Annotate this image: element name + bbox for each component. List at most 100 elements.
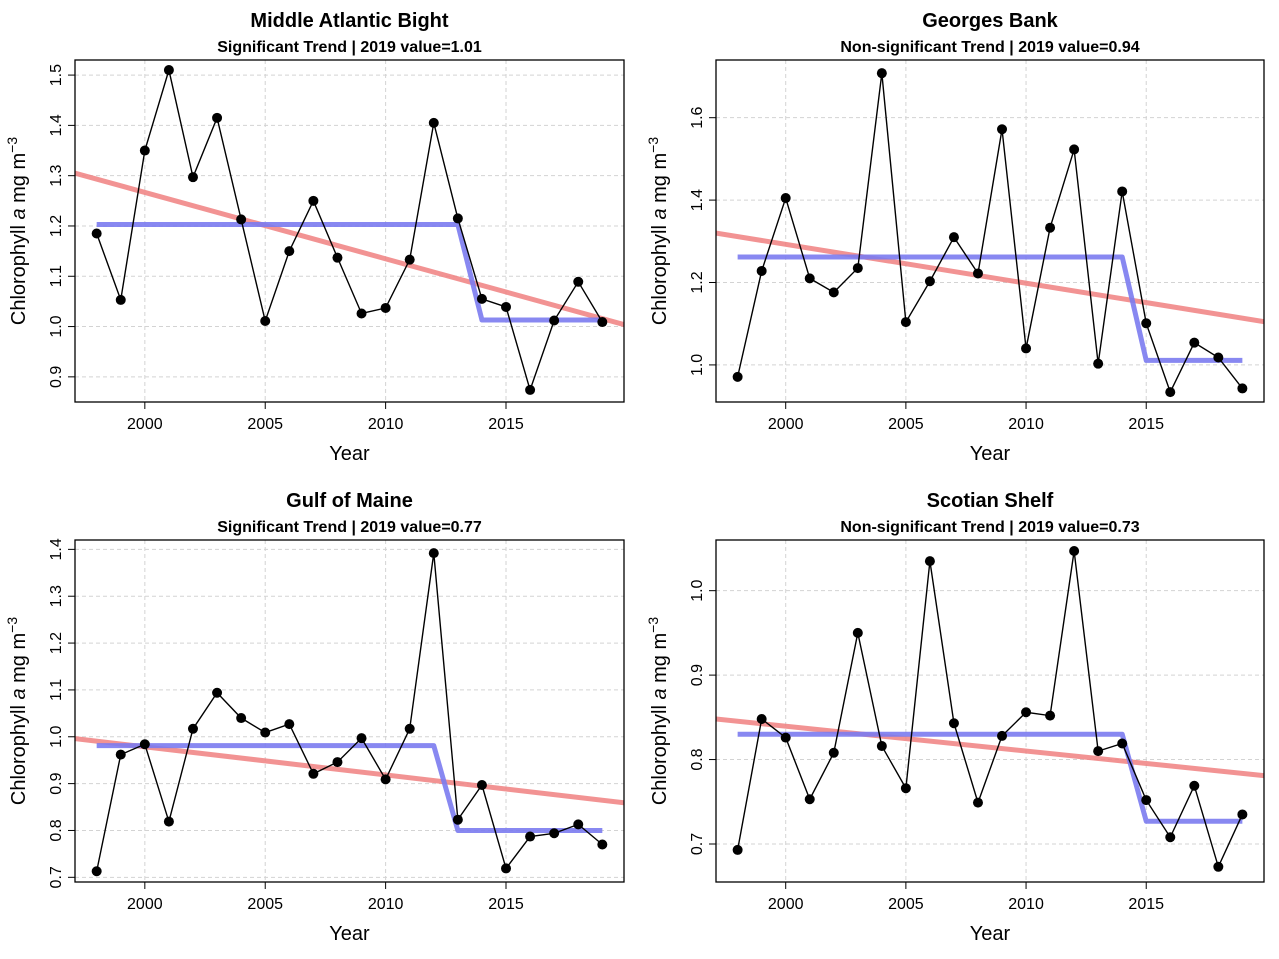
- y-tick-label: 1.5: [48, 64, 65, 86]
- data-point: [404, 254, 415, 265]
- x-tick-label: 2005: [247, 416, 283, 433]
- data-point: [187, 723, 198, 734]
- data-point: [1237, 383, 1248, 394]
- chart-subtitle: Significant Trend | 2019 value=1.01: [217, 39, 482, 56]
- plot-frame: [715, 59, 1265, 403]
- x-tick-label: 2015: [1128, 416, 1164, 433]
- data-point: [1021, 343, 1032, 354]
- data-point: [852, 263, 863, 274]
- data-point: [549, 315, 560, 326]
- data-point: [1045, 710, 1056, 721]
- data-point: [732, 844, 743, 855]
- data-point: [1045, 222, 1056, 233]
- mean-shift-line: [96, 743, 603, 833]
- data-point: [1237, 809, 1248, 820]
- x-tick-label: 2005: [888, 896, 924, 913]
- x-tick-label: 2010: [368, 896, 404, 913]
- data-point: [1165, 387, 1176, 398]
- data-point: [115, 294, 126, 305]
- data-point: [1213, 861, 1224, 872]
- grid-lines: [716, 540, 1264, 882]
- y-tick-label: 1.1: [48, 679, 65, 701]
- data-point: [1117, 738, 1128, 749]
- data-point: [428, 548, 439, 559]
- data-point: [284, 246, 295, 257]
- data-point: [597, 317, 608, 328]
- data-point: [452, 213, 463, 224]
- data-point: [308, 768, 319, 779]
- data-point: [597, 839, 608, 850]
- data-point: [549, 828, 560, 839]
- y-tick-label: 1.2: [689, 271, 706, 293]
- data-point: [476, 780, 487, 791]
- x-tick-label: 2010: [368, 416, 404, 433]
- data-point: [1141, 318, 1152, 329]
- data-point: [756, 265, 767, 276]
- data-point: [948, 232, 959, 243]
- data-point: [139, 145, 150, 156]
- x-axis-label: Year: [329, 443, 370, 465]
- data-point: [1117, 186, 1128, 197]
- grid-lines: [75, 60, 624, 402]
- y-tick-label: 1.0: [48, 726, 65, 748]
- y-tick-label: 1.4: [48, 114, 65, 136]
- data-point: [284, 719, 295, 730]
- x-tick-label: 2015: [488, 896, 524, 913]
- data-point: [163, 65, 174, 76]
- x-axis-label: Year: [970, 923, 1011, 945]
- data-point: [780, 193, 791, 204]
- data-point: [924, 276, 935, 287]
- y-tick-label: 0.9: [48, 366, 65, 388]
- data-point: [948, 718, 959, 729]
- data-point: [476, 293, 487, 304]
- data-point: [1093, 358, 1104, 369]
- x-tick-label: 2015: [1128, 896, 1164, 913]
- data-point: [573, 276, 584, 287]
- x-axis-label: Year: [970, 443, 1011, 465]
- data-point: [997, 124, 1008, 135]
- data-point: [501, 863, 512, 874]
- data-point: [876, 741, 887, 752]
- data-point: [997, 730, 1008, 741]
- data-point: [828, 287, 839, 298]
- data-point: [972, 268, 983, 279]
- data-point: [212, 687, 223, 698]
- data-point: [428, 117, 439, 128]
- chart-subtitle: Significant Trend | 2019 value=0.77: [217, 519, 482, 536]
- chart-title: Middle Atlantic Bight: [250, 10, 448, 32]
- chart-panel: Georges Bank Non-significant Trend | 2019…: [645, 10, 1265, 465]
- y-tick-label: 1.3: [48, 585, 65, 607]
- mean-shift-line: [737, 731, 1243, 824]
- data-point: [1141, 795, 1152, 806]
- plot-frame: [74, 539, 625, 883]
- data-point: [91, 228, 102, 239]
- y-tick-label: 0.7: [689, 833, 706, 855]
- plot-frame: [715, 539, 1265, 883]
- data-point: [236, 713, 247, 724]
- data-point: [1069, 545, 1080, 556]
- trend-line: [716, 716, 1264, 779]
- grid-lines: [75, 540, 624, 882]
- data-point: [900, 783, 911, 794]
- data-point: [732, 371, 743, 382]
- data-point: [501, 301, 512, 312]
- y-axis-label: Chlorophyll a mg m−3: [4, 617, 30, 805]
- series-line: [736, 73, 1243, 394]
- x-tick-label: 2005: [888, 416, 924, 433]
- grid-lines: [716, 60, 1264, 402]
- x-tick-label: 2000: [127, 896, 163, 913]
- trend-line: [716, 230, 1264, 325]
- series-line: [736, 550, 1244, 869]
- data-point: [1165, 832, 1176, 843]
- y-axis-label: Chlorophyll a mg m−3: [645, 617, 671, 805]
- x-axis-label: Year: [329, 923, 370, 945]
- data-point: [972, 797, 983, 808]
- data-point: [163, 816, 174, 827]
- data-point: [356, 733, 367, 744]
- data-point: [852, 627, 863, 638]
- trend-line: [75, 170, 624, 327]
- y-tick-label: 0.8: [689, 748, 706, 770]
- y-axis-label: Chlorophyll a mg m−3: [645, 137, 671, 325]
- data-point: [115, 749, 126, 760]
- y-tick-label: 1.0: [48, 315, 65, 337]
